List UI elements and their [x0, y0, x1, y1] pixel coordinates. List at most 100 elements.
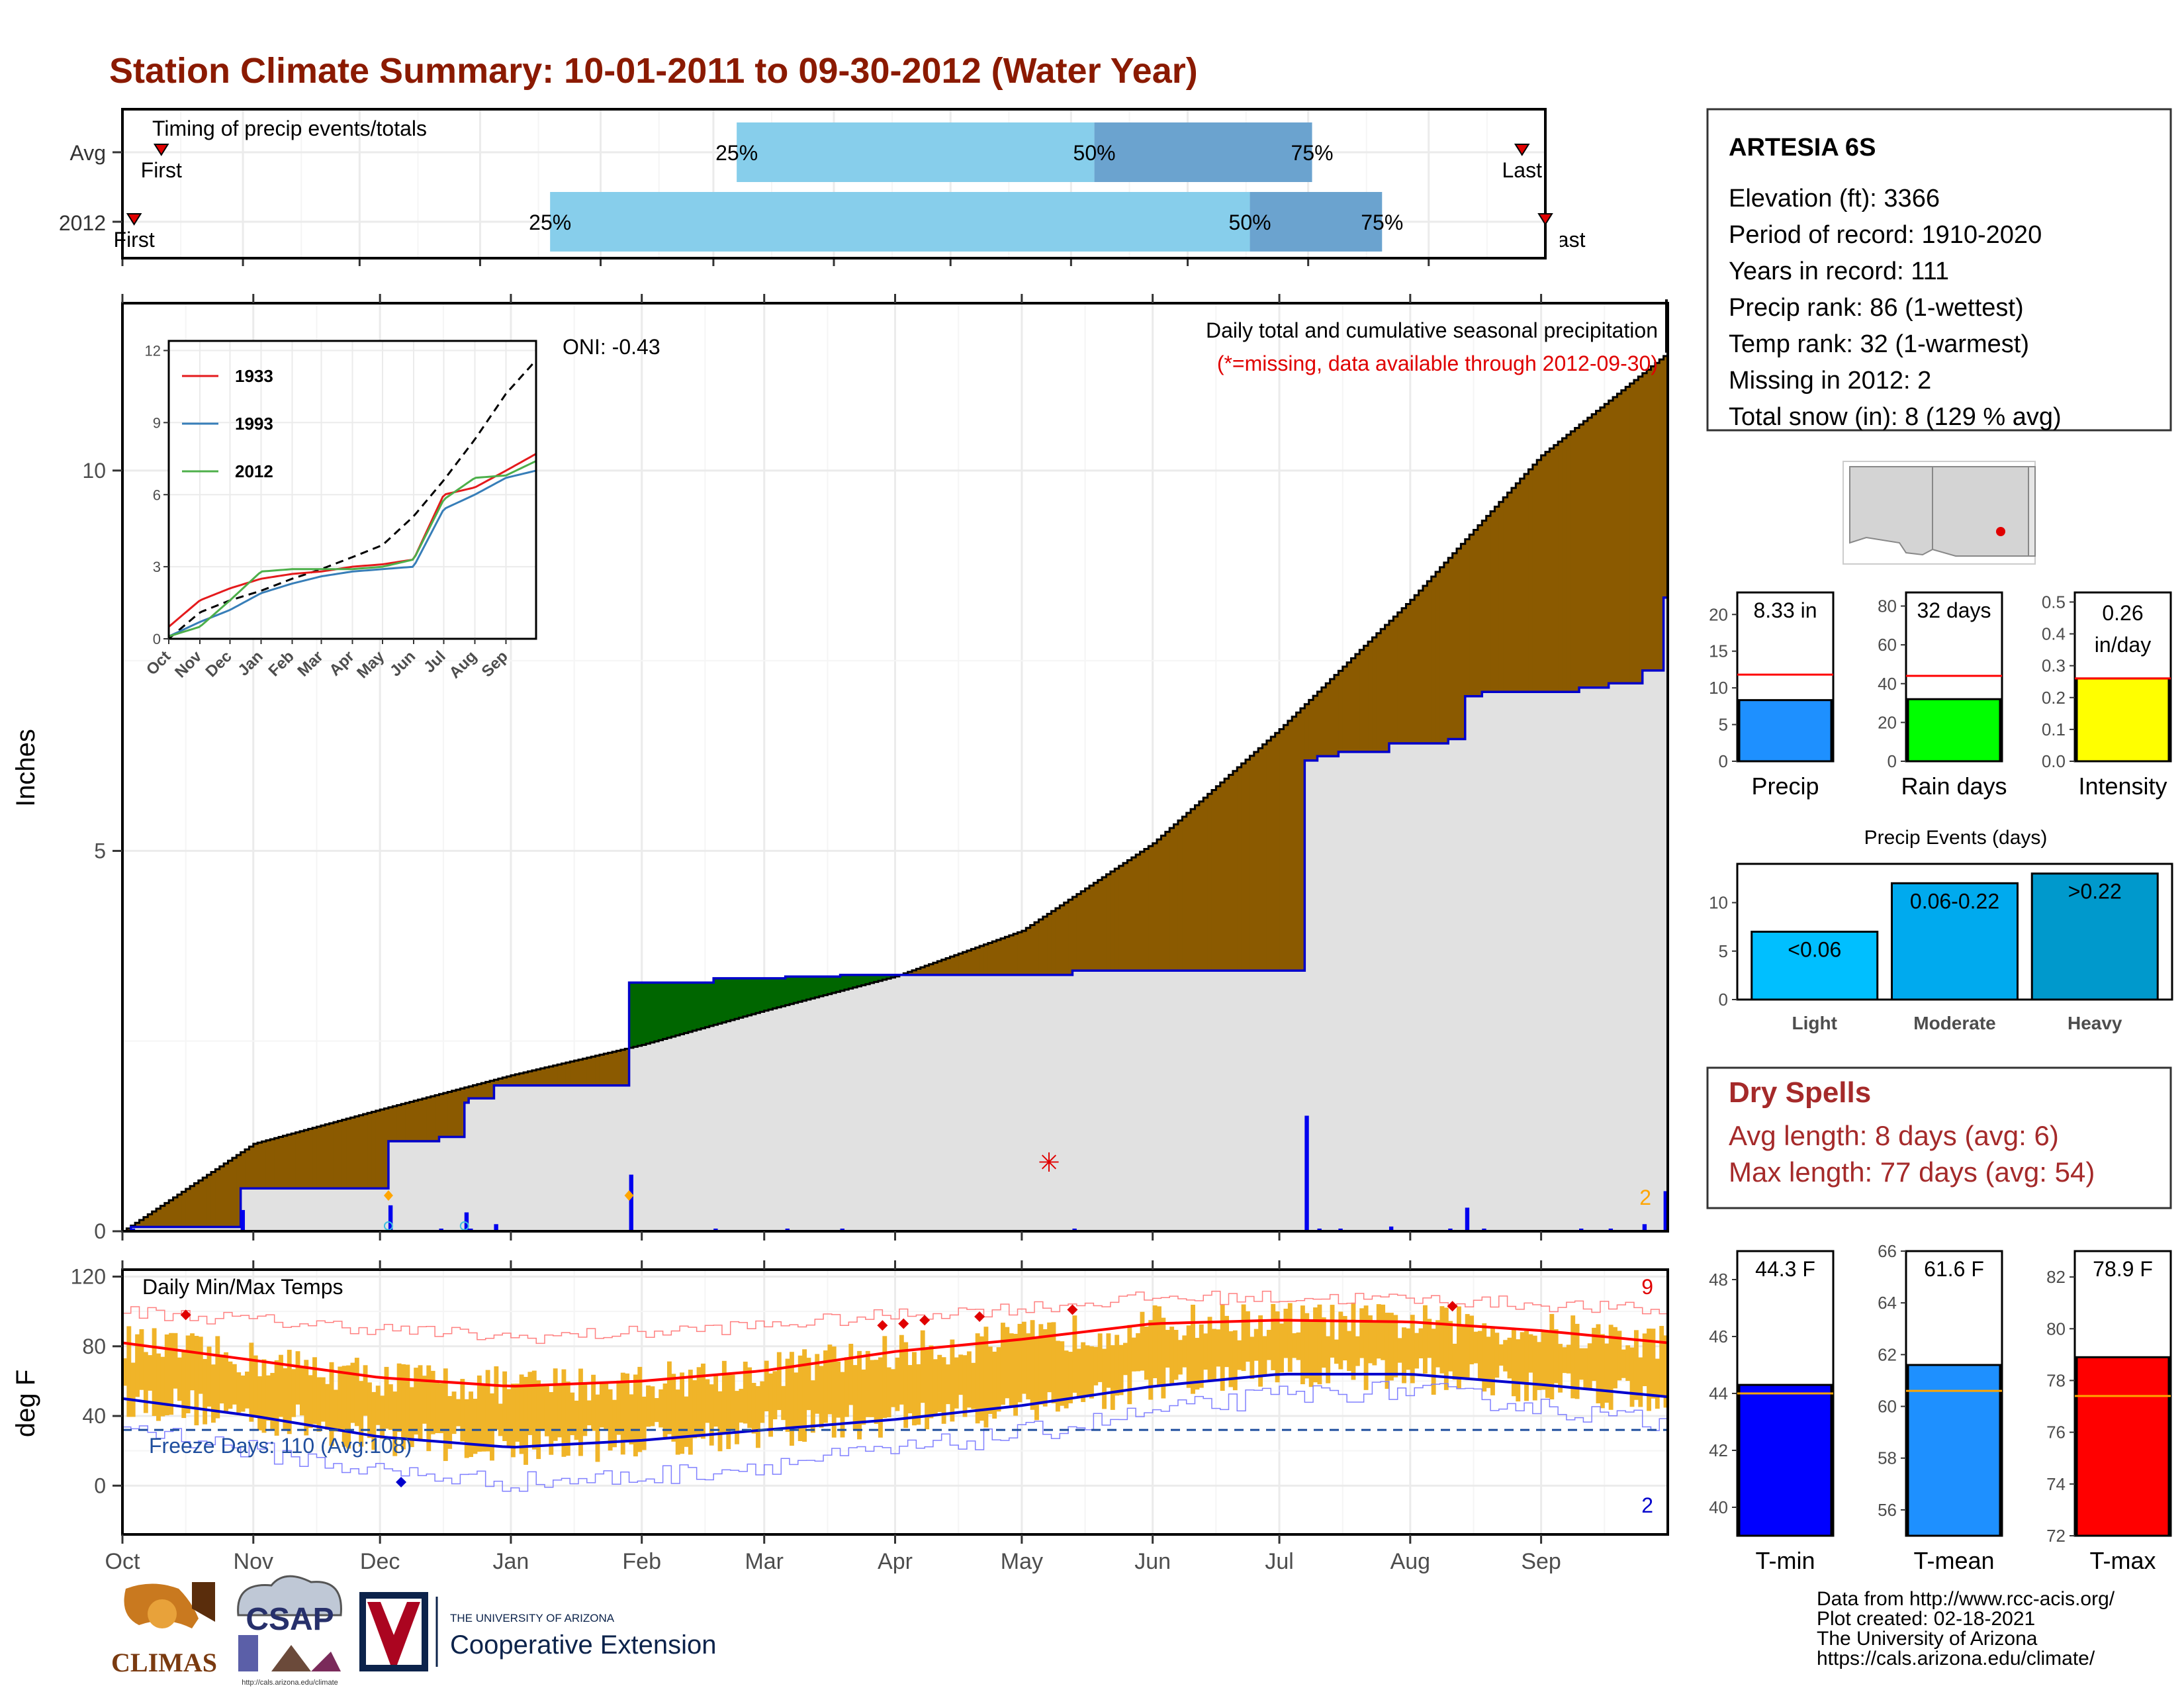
below-average-fill — [1443, 562, 1449, 743]
daily-temp-range-bar — [1490, 1326, 1495, 1395]
daily-temp-range-bar — [1625, 1345, 1631, 1382]
daily-temp-range-bar — [1516, 1339, 1521, 1402]
summary-value-label: 61.6 F — [1924, 1257, 1984, 1281]
summary-bar — [1738, 1383, 1833, 1537]
daily-temp-range-bar — [612, 1399, 617, 1448]
daily-temp-range-bar — [1051, 1322, 1056, 1403]
summary-ytick-label: 0.1 — [2042, 720, 2066, 739]
dry-spells-title: Dry Spells — [1729, 1076, 1871, 1109]
daily-temp-range-bar — [1659, 1326, 1664, 1396]
summary-ytick-label: 5 — [1719, 715, 1728, 735]
below-average-fill — [1663, 355, 1668, 598]
daily-temp-range-bar — [210, 1364, 216, 1423]
events-ytick-label: 5 — [1719, 941, 1728, 961]
station-location-dot — [1996, 527, 2005, 536]
below-average-fill — [1250, 755, 1255, 971]
below-average-fill — [1186, 812, 1191, 971]
precip-ylabel: Inches — [11, 729, 40, 807]
daily-temp-range-bar — [747, 1367, 752, 1429]
below-average-fill — [1321, 687, 1326, 757]
summary-ytick-label: 56 — [1878, 1500, 1897, 1520]
daily-temp-range-bar — [1406, 1328, 1411, 1370]
below-average-fill — [1296, 712, 1301, 971]
daily-temp-range-bar — [776, 1352, 782, 1411]
below-average-fill — [912, 970, 917, 975]
daily-temp-range-bar — [671, 1374, 676, 1442]
below-average-fill — [1431, 576, 1436, 743]
record-low-marker — [396, 1477, 407, 1488]
daily-temp-range-bar — [1482, 1323, 1487, 1392]
daily-temp-range-bar — [1021, 1321, 1026, 1394]
below-average-fill — [1279, 729, 1285, 971]
below-average-fill — [1021, 931, 1026, 975]
below-average-fill — [946, 958, 951, 975]
daily-temp-range-bar — [891, 1369, 895, 1407]
summary-bar — [1738, 699, 1833, 763]
daily-temp-range-bar — [502, 1371, 508, 1441]
daily-temp-range-bar — [325, 1383, 330, 1430]
below-average-fill — [907, 972, 913, 975]
daily-temp-range-bar — [312, 1357, 317, 1425]
daily-temp-range-bar — [570, 1392, 575, 1436]
summary-bar — [1907, 698, 2001, 763]
daily-temp-range-bar — [375, 1385, 381, 1425]
daily-temp-range-bar — [270, 1373, 275, 1429]
daily-temp-range-bar — [925, 1349, 930, 1430]
daily-temp-range-bar — [941, 1357, 946, 1424]
daily-temp-range-bar — [1296, 1332, 1301, 1360]
above-average-fill — [755, 978, 760, 1013]
daily-temp-range-bar — [198, 1336, 203, 1394]
summary-ytick-label: 64 — [1878, 1293, 1897, 1313]
daily-temp-range-bar — [1579, 1348, 1584, 1380]
daily-temp-range-bar — [185, 1335, 191, 1414]
daily-temp-range-bar — [279, 1354, 283, 1417]
below-average-fill — [210, 1172, 216, 1227]
daily-temp-range-bar — [1473, 1331, 1479, 1364]
above-average-fill — [790, 976, 794, 1004]
below-average-fill — [1195, 805, 1200, 971]
below-average-fill — [1486, 516, 1491, 692]
daily-temp-range-bar — [815, 1354, 820, 1414]
precip-subtitle: (*=missing, data available through 2012-… — [1217, 352, 1658, 375]
daily-temp-range-bar — [1064, 1350, 1069, 1409]
below-average-fill — [1110, 871, 1115, 971]
daily-temp-range-bar — [755, 1385, 760, 1448]
below-average-fill — [1549, 448, 1555, 692]
month-tick-label: Oct — [105, 1549, 140, 1574]
above-average-fill — [815, 976, 820, 998]
below-average-fill — [1076, 894, 1081, 971]
daily-temp-range-bar — [1042, 1329, 1048, 1407]
daily-temp-range-bar — [396, 1363, 402, 1432]
summary-bar — [2075, 1356, 2170, 1537]
above-average-fill — [861, 974, 866, 986]
above-average-fill — [857, 974, 862, 987]
daily-temp-range-bar — [1136, 1333, 1141, 1372]
below-average-fill — [494, 1080, 499, 1086]
daily-temp-range-bar — [946, 1364, 950, 1405]
daily-temp-range-bar — [1558, 1344, 1563, 1393]
below-average-fill — [126, 1228, 132, 1231]
below-average-fill — [177, 1194, 182, 1227]
daily-temp-range-bar — [1642, 1333, 1647, 1387]
below-average-fill — [599, 1055, 604, 1086]
temp-ytick-label: 0 — [94, 1474, 106, 1497]
below-average-fill — [519, 1073, 524, 1086]
timing-percent-label: 75% — [1291, 141, 1334, 165]
average-cumulative-line — [122, 352, 1669, 1233]
below-average-fill — [1136, 854, 1141, 971]
above-average-fill — [713, 978, 719, 1025]
daily-temp-range-bar — [1494, 1333, 1500, 1378]
daily-temp-range-bar — [1427, 1319, 1432, 1358]
below-average-fill — [1072, 896, 1077, 971]
daily-temp-range-bar — [1342, 1316, 1347, 1361]
daily-temp-range-bar — [1528, 1334, 1533, 1373]
daily-temp-range-bar — [1520, 1332, 1525, 1383]
daily-temp-range-bar — [950, 1339, 955, 1422]
summary-ytick-label: 0.4 — [2042, 624, 2066, 644]
below-average-fill — [1596, 410, 1601, 688]
daily-temp-range-bar — [1060, 1341, 1065, 1406]
daily-temp-range-bar — [523, 1377, 528, 1465]
below-average-fill — [1363, 645, 1369, 752]
below-average-fill — [1300, 708, 1305, 971]
below-average-fill — [287, 1135, 292, 1189]
